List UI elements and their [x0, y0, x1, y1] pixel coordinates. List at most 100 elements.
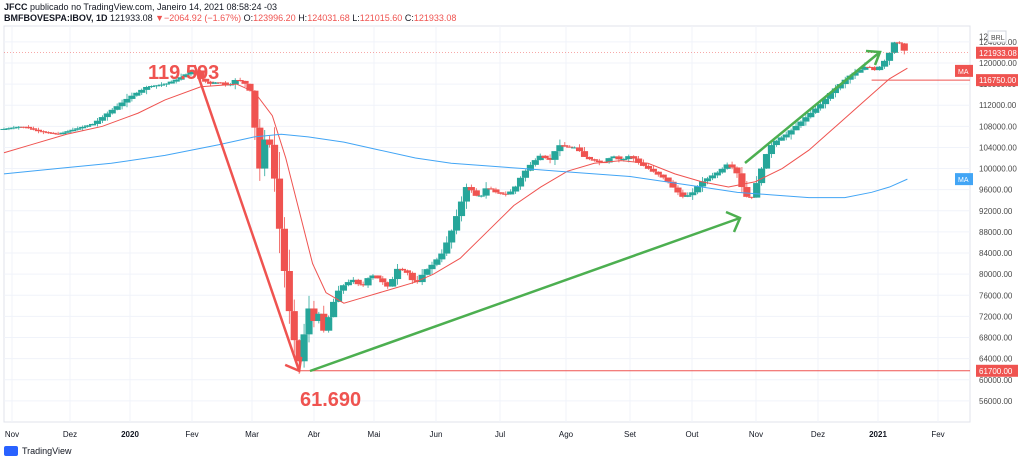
candle-body — [103, 113, 111, 118]
candle-body — [885, 52, 894, 61]
ma-long-badge-label: MA — [958, 177, 969, 184]
candle-body — [482, 188, 490, 196]
change-value: −2064.92 (−1.67%) — [164, 13, 242, 23]
candle-body — [433, 259, 441, 265]
candle-body — [69, 129, 77, 132]
candle-body — [625, 156, 633, 160]
candle-body — [605, 158, 613, 163]
currency-badge — [987, 30, 1007, 43]
candle-body — [344, 282, 352, 286]
candle-body — [384, 282, 392, 287]
candle-body — [207, 81, 215, 84]
candle-body — [674, 187, 682, 193]
low-value: 121015.60 — [359, 13, 403, 23]
y-tick-label: 108000.00 — [979, 122, 1017, 131]
candle-body — [703, 178, 712, 182]
candle-body — [393, 268, 402, 280]
candle-body — [807, 112, 815, 118]
candle-body — [615, 156, 623, 160]
candle-body — [241, 80, 249, 84]
candle-body — [330, 301, 338, 318]
candle-body — [738, 173, 746, 188]
high-value-label: 119.593 — [148, 62, 219, 84]
candle-body — [664, 177, 672, 182]
high-label: H: — [298, 13, 308, 23]
high-value: 124031.68 — [307, 13, 350, 23]
y-tick-label: 80000.00 — [979, 270, 1013, 279]
candle-body — [20, 126, 28, 128]
candle-body — [359, 284, 367, 286]
candle-body — [418, 274, 426, 283]
y-tick-label: 92000.00 — [979, 207, 1013, 216]
y-tick-label: 68000.00 — [979, 334, 1013, 343]
last-price-tag — [976, 46, 1018, 59]
x-tick-label: Fev — [931, 430, 944, 439]
candle-body — [211, 82, 220, 84]
candle-body — [403, 270, 411, 273]
y-tick-label: 60000.00 — [979, 376, 1013, 385]
candle-body — [477, 195, 485, 197]
candle-body — [767, 145, 776, 155]
candle-body — [708, 175, 716, 179]
candle-body — [851, 72, 859, 76]
candle-body — [133, 92, 141, 96]
candle-body — [836, 84, 844, 89]
candle-body — [88, 123, 97, 126]
candle-body — [216, 82, 225, 84]
candle-body — [369, 275, 377, 279]
candle-body — [44, 132, 52, 134]
candle-body — [98, 117, 106, 121]
candle-body — [831, 88, 839, 94]
candle-body — [566, 146, 574, 148]
candle-body — [713, 172, 721, 176]
candle-body — [536, 155, 544, 161]
low-price-tag-label: 61700.00 — [979, 367, 1013, 376]
candle-body — [462, 187, 471, 202]
candle-body — [792, 125, 800, 131]
brand-label[interactable]: TradingView — [22, 446, 72, 456]
x-tick-label: Set — [624, 430, 637, 439]
candle-body — [246, 83, 254, 91]
candle-body — [644, 165, 653, 169]
candle-body — [438, 253, 446, 260]
candle-body — [659, 174, 667, 178]
x-tick-label: 2020 — [121, 430, 139, 439]
candle-body — [280, 228, 288, 271]
candle-body — [118, 102, 126, 107]
symbol-label[interactable]: BMFBOVESPA:IBOV, 1D — [4, 13, 108, 23]
x-tick-label: Nov — [5, 430, 19, 439]
candle-body — [448, 230, 456, 243]
candle-body — [84, 125, 92, 127]
low-value-label: 61.690 — [300, 389, 361, 411]
publish-info: publicado no TradingView.com, Janeiro 14… — [30, 2, 278, 12]
candle-body — [54, 133, 62, 135]
candle-body — [546, 158, 554, 160]
publish-line: JFCC publicado no TradingView.com, Janei… — [4, 2, 456, 13]
y-tick-label: 100000.00 — [979, 165, 1017, 174]
currency-label: BRL — [991, 35, 1005, 42]
candle-body — [787, 130, 795, 135]
rally-arrow-line — [744, 51, 881, 164]
candle-body — [374, 275, 382, 279]
candle-body — [231, 79, 239, 85]
candle-body — [743, 187, 751, 197]
candle-body — [177, 77, 185, 80]
candle-body — [310, 308, 318, 322]
candle-body — [162, 83, 170, 85]
candle-body — [325, 317, 333, 331]
ma-short-badge-label: MA — [958, 69, 969, 76]
y-tick-label: 84000.00 — [979, 249, 1013, 258]
open-value: 123996.20 — [253, 13, 296, 23]
low-label: L: — [352, 13, 360, 23]
candle-body — [821, 98, 830, 105]
candle-body — [172, 79, 180, 82]
ohlc-line: BMFBOVESPA:IBOV, 1D 121933.08 ▼−2064.92 … — [4, 13, 456, 24]
candle-body — [826, 93, 835, 99]
x-tick-label: Dez — [63, 430, 77, 439]
candle-body — [575, 147, 584, 152]
candle-body — [93, 120, 102, 124]
candle-body — [305, 308, 313, 335]
candle-body — [556, 145, 564, 152]
candle-body — [138, 89, 146, 93]
